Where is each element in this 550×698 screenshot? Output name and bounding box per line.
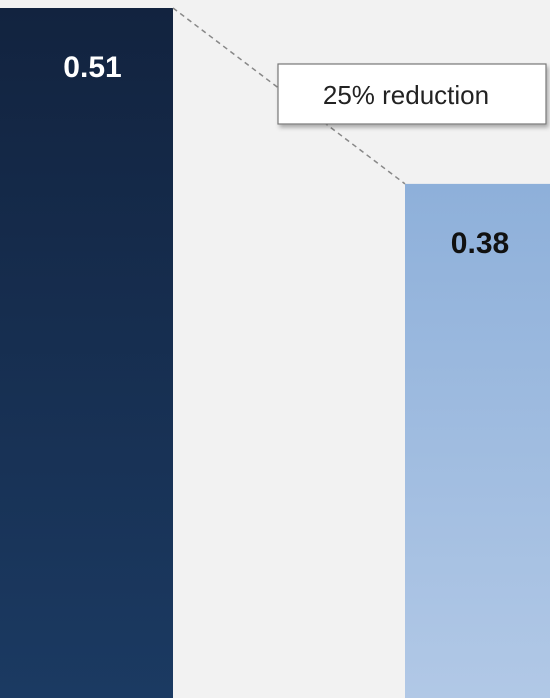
annotation-callout: 25% reduction <box>277 63 547 125</box>
bar-value-2 <box>405 183 550 698</box>
data-label-bar-1: 0.51 <box>63 51 121 84</box>
annotation-text: 25% reduction <box>323 80 489 110</box>
bar-value-1 <box>0 8 173 698</box>
data-label-bar-2: 0.38 <box>451 227 509 260</box>
annotation-callout-box <box>277 63 547 125</box>
